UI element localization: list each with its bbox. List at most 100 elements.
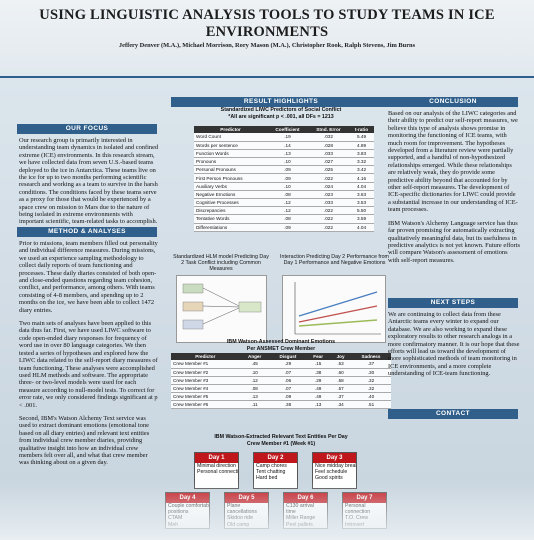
table2-emotion-cell: .53: [330, 360, 351, 369]
table1-col-coefficient: Coefficient: [267, 126, 308, 133]
table1-value-cell: .13: [267, 149, 308, 159]
table2-emotion-cell: .13: [239, 392, 270, 401]
methods-paragraph-2: Two main sets of analyses have been appl…: [19, 320, 158, 409]
day-card-entity: Personal: [345, 503, 366, 509]
table1-value-cell: .08: [267, 214, 308, 224]
table2-emotion-cell: .58: [330, 376, 351, 385]
table1-value-cell: .022: [307, 223, 350, 232]
day-card-entity: positions: [168, 509, 189, 516]
day-card: Day 2 Camp chores Tent chatting Hard bed: [253, 452, 298, 489]
table1-value-cell: .028: [307, 141, 350, 150]
table1-predictor-cell: Pronouns: [194, 157, 268, 167]
day-card-entity: Plane: [227, 503, 241, 509]
day-card-entity: Minimal direction: [197, 463, 236, 469]
table1-row: Tentative Words .08.022 3.59: [194, 214, 374, 224]
table1-col-t-ratio: t-ratio: [349, 126, 374, 133]
day-card-header: Day 7: [343, 493, 386, 503]
table2-row: Crew Member #5.13.09.49.37.40: [171, 392, 391, 401]
table1-predictor-cell: Words per sentence: [194, 141, 268, 150]
day-card-entity: Miller Range: [286, 515, 316, 522]
day-card-entity: Skidoo ride: [227, 515, 253, 522]
table2-emotion-cell: .32: [350, 376, 391, 385]
table1-value-cell: .032: [307, 133, 350, 142]
day-card-header: Day 4: [166, 493, 209, 503]
author-list: Jeffery Denver (M.A.), Michael Morrison,…: [118, 42, 416, 49]
table1-predictor-cell: Personal Pronouns: [194, 165, 268, 175]
day-card-entity: Hard bed: [256, 475, 278, 482]
table2-emotion-cell: .57: [330, 384, 351, 393]
table2-crew-cell: Crew Member #3: [171, 376, 240, 385]
day-card: Day 4 Couple comfortable positions CTAM Meh: [165, 492, 210, 529]
next-steps-text: We are continuing to collect data from t…: [388, 311, 520, 378]
table2-emotion-cell: .08: [239, 384, 270, 393]
table1-caption: Standardized LIWC Predictors of Social C…: [220, 107, 342, 113]
day-card-entity: Old camp: [227, 521, 250, 528]
table2-row: Crew Member #6.11.38.13.34.51: [171, 400, 391, 410]
table2-emotion-cell: .49: [306, 392, 331, 401]
table2-row: Crew Member #3.12.06.29.58.32: [171, 376, 391, 385]
day-card-entity: Peel pallets: [286, 521, 313, 528]
table1-value-cell: .09: [267, 173, 308, 183]
results-header: RESULT HIGHLIGHTS: [171, 97, 391, 107]
day-card-header: Day 6: [284, 493, 327, 503]
day-card-entity: Couple comfortable: [168, 503, 209, 509]
day-card-entity: Feel schedule: [315, 469, 348, 476]
day-card-entity: Meh: [168, 521, 179, 528]
day-card-header: Day 1: [195, 453, 238, 463]
table1-value-cell: .12: [267, 198, 308, 208]
day-card: Day 6 C130 arrival time Miller Range Peel pa…: [283, 492, 328, 529]
table2-row: Crew Member #2.10.07.38.60.30: [171, 368, 391, 377]
table1-value-cell: .022: [307, 214, 350, 224]
day-card-entity: T.O. Crew: [345, 515, 369, 522]
table1-value-cell: 3.32: [349, 157, 374, 167]
table2-crew-cell: Crew Member #1: [171, 360, 240, 369]
table1-row: Auxiliary Verbs .10.024 4.04: [194, 182, 374, 191]
methods-header: METHOD & ANALYSES: [17, 227, 157, 237]
table1-row: Discrepancies .12.022 5.50: [194, 206, 374, 216]
table1-value-cell: 4.04: [349, 223, 374, 232]
table2-emotion-cell: .12: [239, 376, 270, 385]
table1-predictor-cell: Word Count: [194, 133, 268, 142]
table2-emotion-cell: .11: [239, 400, 270, 410]
hlm-model-figure: [176, 275, 267, 343]
table2-emotion-cell: .13: [306, 400, 331, 410]
table1-value-cell: .19: [267, 133, 308, 142]
poster-title: USING LINGUISTIC ANALYSIS TOOLS TO STUDY…: [39, 7, 495, 40]
contact-header: CONTACT: [388, 409, 518, 419]
table1-value-cell: .023: [307, 190, 350, 200]
table2-emotion-cell: .38: [269, 400, 307, 410]
table1-row: Personal Pronouns .09.025 3.42: [194, 165, 374, 175]
day-card: Day 3 Nice midday break Feel schedule Good …: [312, 452, 357, 489]
table1-row: Negative Emotions .08.023 3.63: [194, 190, 374, 200]
focus-text: Our research group is primarily interest…: [19, 137, 159, 226]
table2-emotion-cell: .07: [269, 384, 307, 393]
interaction-plot: [294, 282, 381, 335]
table1-value-cell: 3.83: [349, 149, 374, 159]
table1-row: Word Count .19.032 5.49: [194, 133, 374, 142]
table2-header-row: Predictor Anger Disgust Fear Joy Sadness: [171, 353, 391, 360]
table1-subcaption: *All are significant p < .001, all DFs =…: [228, 114, 334, 120]
table2-col-disgust: Disgust: [269, 353, 307, 360]
table1-row: Words per sentence .14.028 4.89: [194, 141, 374, 150]
table1-value-cell: .10: [267, 182, 308, 191]
day-card-entity: Nice midday break: [315, 463, 356, 469]
methods-paragraph-3: Second, IBM's Watson Alchemy Text servic…: [19, 414, 150, 467]
title-bar: USING LINGUISTIC ANALYSIS TOOLS TO STUDY…: [0, 0, 534, 78]
table1-value-cell: .033: [307, 149, 350, 159]
table2-emotion-cell: .38: [306, 368, 331, 377]
table2-col-fear: Fear: [306, 353, 331, 360]
table2-crew-cell: Crew Member #5: [171, 392, 240, 401]
table1-row: Pronouns .10.027 3.32: [194, 157, 374, 167]
table2-col-joy: Joy: [330, 353, 351, 360]
day-card-entity: CTAM: [168, 515, 183, 522]
conclusion-paragraph-2: IBM Watson's Alchemy Language service ha…: [388, 219, 520, 264]
day-card: Day 5 Plane cancellations Skidoo ride Old ca…: [224, 492, 269, 529]
table1-value-cell: .10: [267, 157, 308, 167]
table2-emotion-cell: .29: [269, 360, 307, 369]
table1-value-cell: .025: [307, 165, 350, 175]
table2-emotion-cell: .40: [350, 392, 391, 401]
conclusion-header: CONCLUSION: [388, 97, 518, 107]
table1-predictor-cell: Discrepancies: [194, 206, 268, 216]
table2-emotion-cell: .49: [306, 384, 331, 393]
